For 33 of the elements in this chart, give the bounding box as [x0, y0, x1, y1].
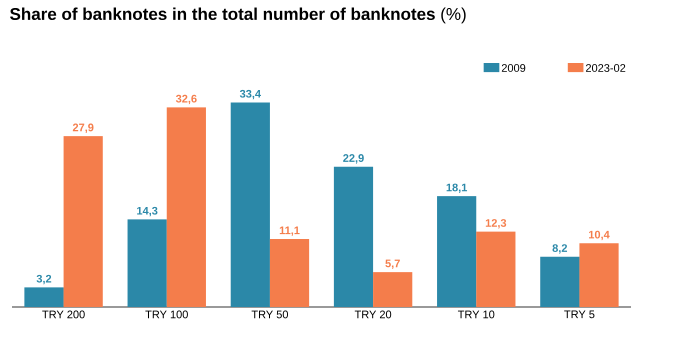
bar — [270, 239, 310, 307]
data-label: 5,7 — [385, 260, 400, 269]
data-label: 11,1 — [280, 226, 300, 236]
x-tick-label: TRY 20 — [354, 310, 392, 318]
chart-title: Share of banknotes in the total number of banknotes (%) — [10, 8, 466, 24]
x-tick-label: TRY 50 — [252, 310, 288, 318]
bar — [476, 232, 516, 307]
data-label: 14,3 — [137, 206, 158, 216]
legend-label: 2009 — [502, 64, 526, 72]
bar — [579, 243, 619, 307]
data-label: 22,9 — [343, 154, 364, 164]
data-label: 27,9 — [72, 124, 94, 133]
data-label: 12,3 — [486, 219, 506, 228]
data-label: 3,2 — [36, 274, 52, 284]
bar — [166, 107, 206, 307]
bar — [437, 196, 476, 307]
bar — [334, 166, 374, 307]
data-label: 10,4 — [589, 230, 610, 240]
bar — [373, 272, 412, 307]
legend-label: 2023-02 — [586, 64, 626, 72]
x-tick-label: TRY 10 — [458, 310, 494, 318]
data-label: 33,4 — [240, 90, 261, 100]
x-tick-label: TRY 5 — [564, 310, 594, 318]
bar — [24, 287, 64, 307]
data-label: 8,2 — [552, 244, 568, 254]
x-tick-label: TRY 200 — [42, 310, 85, 318]
x-tick-label: TRY 100 — [145, 310, 188, 318]
data-label: 18,1 — [446, 184, 468, 193]
bar — [64, 136, 103, 307]
bar — [540, 256, 580, 307]
bar — [230, 102, 270, 307]
bar — [128, 219, 167, 307]
data-label: 32,6 — [176, 94, 197, 104]
